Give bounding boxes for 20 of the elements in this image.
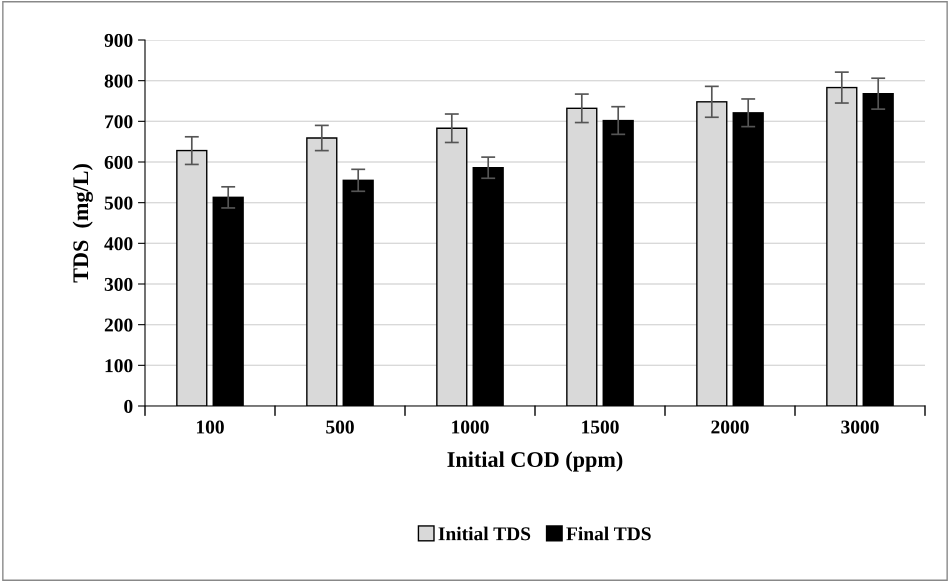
- y-tick-label: 900: [104, 34, 132, 47]
- x-tick-label: 2000: [711, 420, 749, 434]
- y-tick-label: 700: [105, 115, 132, 128]
- legend-label: Initial TDS: [438, 526, 530, 540]
- y-tick-label: 800: [104, 74, 132, 88]
- y-tick-label: 0: [124, 400, 132, 413]
- y-axis-title: TDS (mg/L): [72, 164, 93, 283]
- x-tick-label: 500: [326, 420, 354, 434]
- y-tick-label: 200: [104, 318, 132, 332]
- x-tick-label: 3000: [841, 420, 879, 434]
- y-tick-label: 100: [106, 359, 132, 372]
- y-tick-label: 600: [104, 156, 132, 169]
- y-tick-label: 500: [104, 196, 132, 210]
- y-tick-label: 300: [104, 278, 132, 291]
- legend-label: Final TDS: [566, 526, 651, 540]
- y-tick-label: 400: [104, 237, 132, 250]
- x-tick-label: 1500: [582, 420, 619, 434]
- x-axis-title: Initial COD (ppm): [447, 451, 622, 472]
- x-tick-label: 1000: [452, 420, 489, 434]
- x-tick-label: 100: [196, 420, 224, 434]
